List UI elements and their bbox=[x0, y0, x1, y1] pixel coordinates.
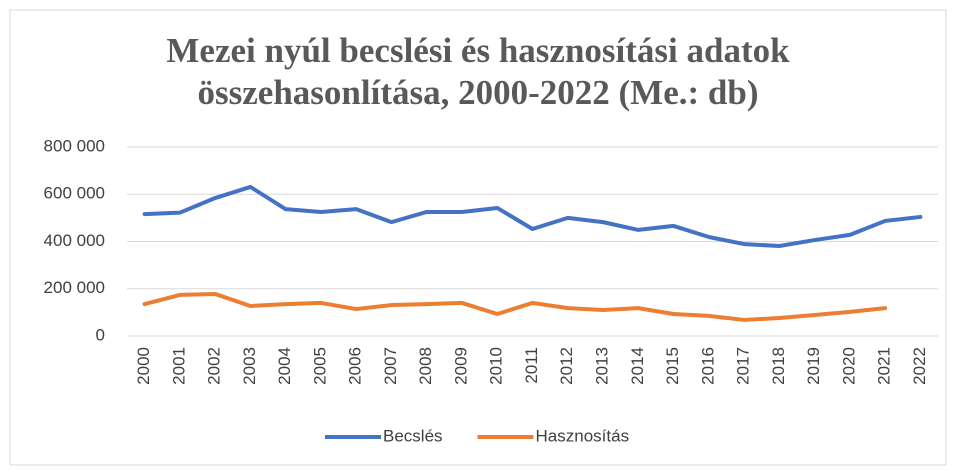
x-tick-label: 2007 bbox=[381, 347, 400, 385]
x-tick-label: 2015 bbox=[663, 347, 682, 385]
x-tick-label: 2000 bbox=[134, 347, 153, 385]
x-tick-label: 2003 bbox=[240, 347, 259, 385]
line-series bbox=[142, 291, 888, 322]
x-tick-label: 2014 bbox=[628, 347, 647, 385]
y-tick-label: 0 bbox=[96, 325, 105, 344]
x-tick-label: 2016 bbox=[698, 347, 717, 385]
x-tick-label: 2018 bbox=[769, 347, 788, 385]
x-tick-label: 2011 bbox=[522, 347, 541, 384]
y-tick-label: 400 000 bbox=[44, 231, 105, 250]
chart-frame bbox=[9, 9, 947, 466]
line-series bbox=[142, 184, 923, 248]
x-tick-label: 2002 bbox=[205, 347, 224, 385]
chart-title: Mezei nyúl becslési és hasznosítási adat… bbox=[166, 31, 790, 112]
x-tick-label: 2008 bbox=[416, 347, 435, 385]
x-tick-label: 2001 bbox=[169, 347, 188, 385]
x-tick-label: 2020 bbox=[839, 347, 858, 385]
y-tick-label: 600 000 bbox=[44, 184, 105, 203]
x-tick-label: 2009 bbox=[451, 347, 470, 385]
x-tick-label: 2019 bbox=[804, 347, 823, 385]
x-tick-label: 2013 bbox=[593, 347, 612, 385]
x-tick-label: 2005 bbox=[310, 347, 329, 385]
legend-label: Becslés bbox=[383, 426, 443, 445]
y-tick-label: 200 000 bbox=[44, 278, 105, 297]
x-tick-label: 2010 bbox=[487, 347, 506, 385]
x-tick-label: 2022 bbox=[910, 347, 929, 385]
x-tick-label: 2004 bbox=[275, 347, 294, 385]
x-tick-label: 2017 bbox=[734, 347, 753, 385]
x-tick-label: 2021 bbox=[875, 347, 894, 385]
x-tick-label: 2012 bbox=[557, 347, 576, 385]
legend-label: Hasznosítás bbox=[536, 426, 630, 445]
x-tick-label: 2006 bbox=[346, 347, 365, 385]
y-tick-label: 800 000 bbox=[44, 136, 105, 155]
